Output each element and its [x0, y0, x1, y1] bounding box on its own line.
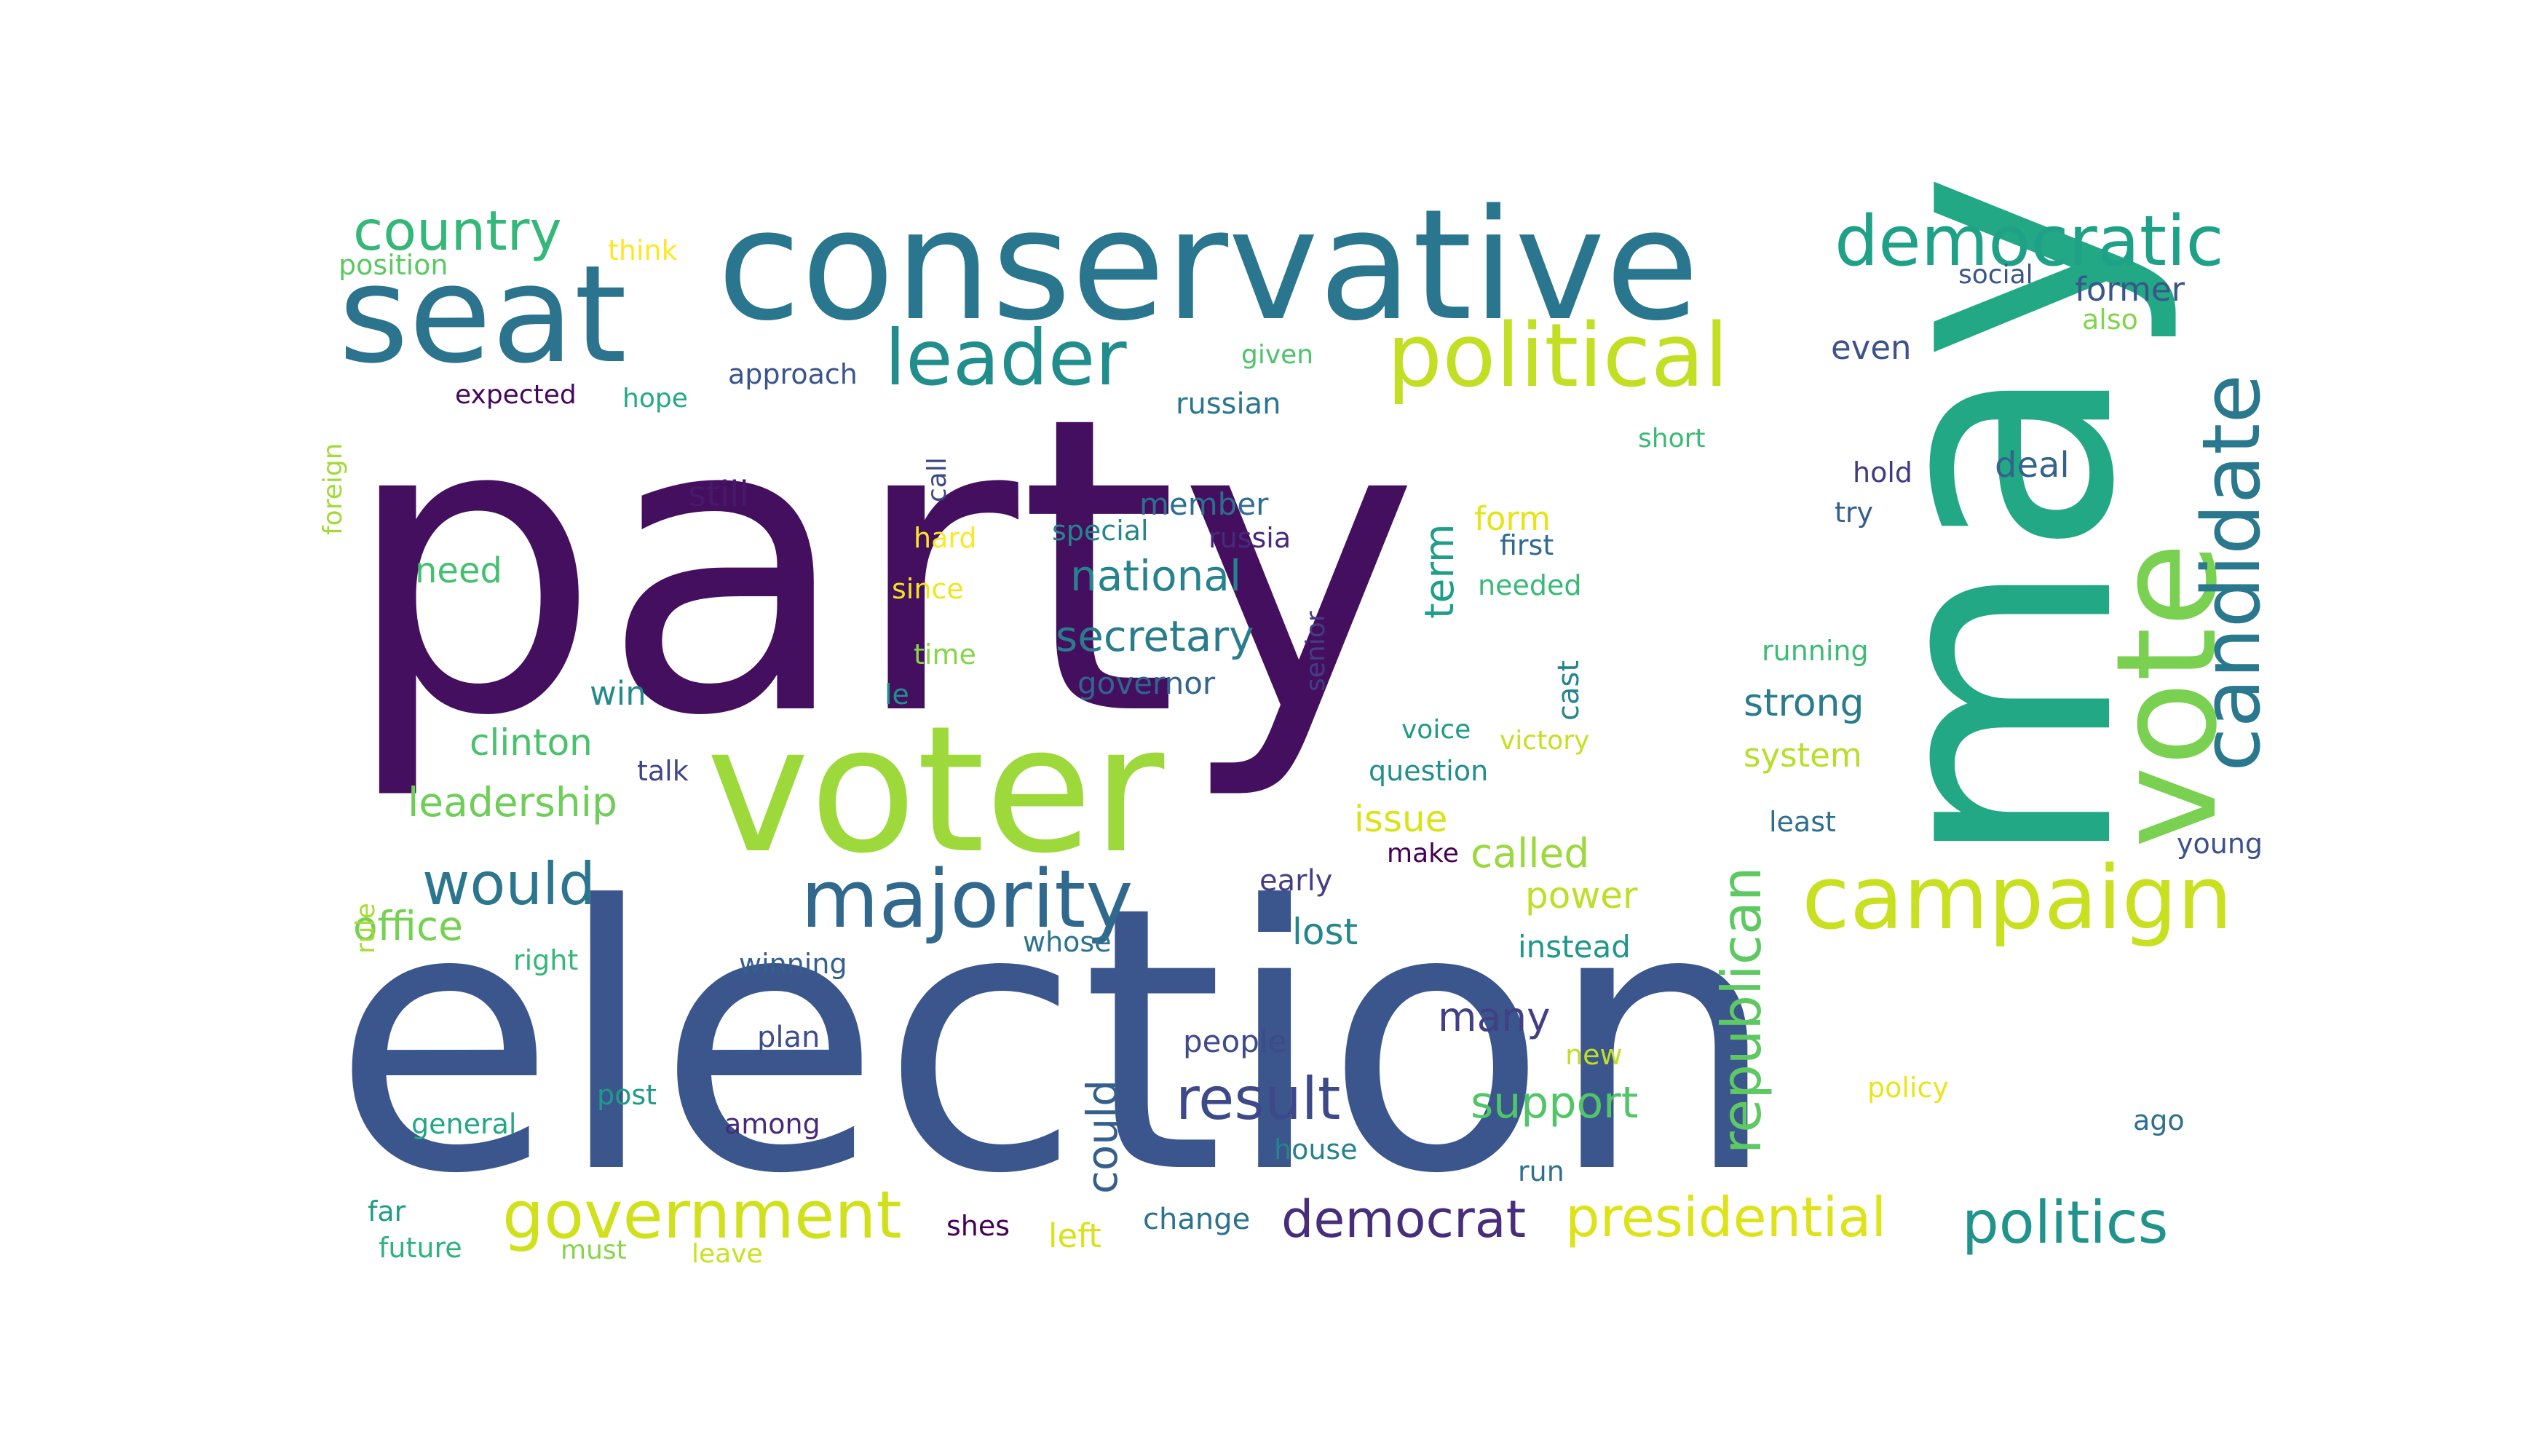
word-democratic: democratic [1835, 202, 2224, 282]
word-result: result [1176, 1065, 1341, 1133]
word-far: far [368, 1195, 406, 1227]
word-future: future [379, 1232, 462, 1264]
word-right: right [513, 944, 579, 976]
word-run: run [1518, 1155, 1564, 1187]
word-plan: plan [757, 1021, 820, 1054]
word-leader: leader [885, 314, 1127, 403]
word-since: since [892, 573, 964, 605]
word-cast: cast [1552, 660, 1586, 721]
word-power: power [1525, 874, 1638, 917]
word-former: former [2075, 270, 2185, 309]
word-support: support [1471, 1077, 1639, 1128]
word-also: also [2082, 304, 2138, 336]
word-call: call [922, 457, 952, 502]
word-needed: needed [1478, 569, 1582, 601]
word-strong: strong [1744, 681, 1864, 725]
word-majority: majority [801, 852, 1133, 946]
word-secretary: secretary [1056, 612, 1254, 661]
word-leadership: leadership [408, 779, 617, 826]
word-hope: hope [622, 384, 688, 414]
word-seat: seat [339, 236, 628, 393]
word-general: general [411, 1108, 517, 1140]
word-approach: approach [728, 358, 858, 390]
word-policy: policy [1867, 1072, 1949, 1104]
word-rule: rule [351, 903, 381, 954]
word-government: government [502, 1177, 902, 1254]
word-leave: leave [692, 1239, 763, 1269]
word-could: could [1077, 1079, 1127, 1194]
word-special: special [1052, 515, 1149, 547]
word-party: party [342, 331, 1420, 805]
word-given: given [1241, 340, 1314, 370]
word-election: election [332, 829, 1779, 1253]
word-issue: issue [1354, 798, 1448, 840]
word-whose: whose [1023, 926, 1112, 958]
word-clinton: clinton [470, 721, 593, 764]
word-position: position [339, 249, 448, 281]
word-instead: instead [1518, 929, 1631, 965]
word-senior: senior [1301, 611, 1331, 692]
word-called: called [1471, 830, 1590, 877]
word-governor: governor [1077, 665, 1216, 701]
word-think: think [608, 234, 678, 266]
word-conservative: conservative [717, 176, 1700, 355]
word-shes: shes [946, 1210, 1010, 1242]
word-would: would [422, 850, 596, 918]
word-deal: deal [1995, 445, 2070, 486]
word-new: new [1565, 1039, 1623, 1071]
word-make: make [1387, 839, 1459, 869]
word-social: social [1958, 260, 2033, 290]
word-need: need [415, 550, 502, 591]
word-young: young [2177, 828, 2263, 860]
word-lost: lost [1292, 911, 1358, 953]
word-left: left [1048, 1216, 1101, 1255]
word-time: time [914, 638, 976, 670]
word-first: first [1500, 529, 1554, 561]
word-form: form [1474, 499, 1551, 538]
word-voice: voice [1401, 715, 1471, 745]
word-running: running [1762, 635, 1869, 667]
word-presidential: presidential [1565, 1185, 1887, 1249]
word-hard: hard [914, 522, 977, 554]
word-term: term [1416, 523, 1463, 619]
word-le: le [885, 678, 909, 711]
word-foreign: foreign [318, 443, 348, 535]
word-people: people [1183, 1024, 1287, 1059]
word-expected: expected [455, 380, 577, 410]
word-national: national [1070, 551, 1242, 601]
word-hold: hold [1853, 456, 1913, 488]
word-russian: russian [1176, 387, 1281, 421]
word-democrat: democrat [1281, 1190, 1527, 1249]
word-campaign: campaign [1802, 848, 2233, 949]
word-ago: ago [2133, 1104, 2185, 1136]
word-winning: winning [739, 948, 847, 980]
word-russia: russia [1208, 522, 1291, 554]
word-among: among [724, 1108, 820, 1140]
word-short: short [1638, 424, 1706, 454]
word-republican: republican [1709, 866, 1773, 1154]
word-political: political [1387, 306, 1729, 407]
word-candidate: candidate [2185, 373, 2278, 772]
word-politics: politics [1962, 1189, 2169, 1257]
word-system: system [1744, 736, 1862, 775]
word-least: least [1769, 806, 1836, 838]
word-win: win [590, 674, 646, 713]
word-voter: voter [706, 688, 1165, 892]
word-question: question [1369, 755, 1489, 787]
word-house: house [1274, 1133, 1358, 1166]
word-victory: victory [1500, 726, 1590, 756]
word-post: post [597, 1079, 657, 1111]
word-office: office [353, 903, 463, 949]
word-talk: talk [637, 755, 689, 787]
word-early: early [1259, 864, 1333, 898]
word-still: still [688, 474, 749, 515]
word-member: member [1139, 486, 1269, 522]
word-must: must [561, 1235, 627, 1265]
word-even: even [1831, 328, 1912, 367]
word-try: try [1835, 496, 1874, 529]
word-change: change [1143, 1203, 1251, 1236]
word-many: many [1438, 994, 1551, 1040]
word-country: country [353, 199, 562, 263]
